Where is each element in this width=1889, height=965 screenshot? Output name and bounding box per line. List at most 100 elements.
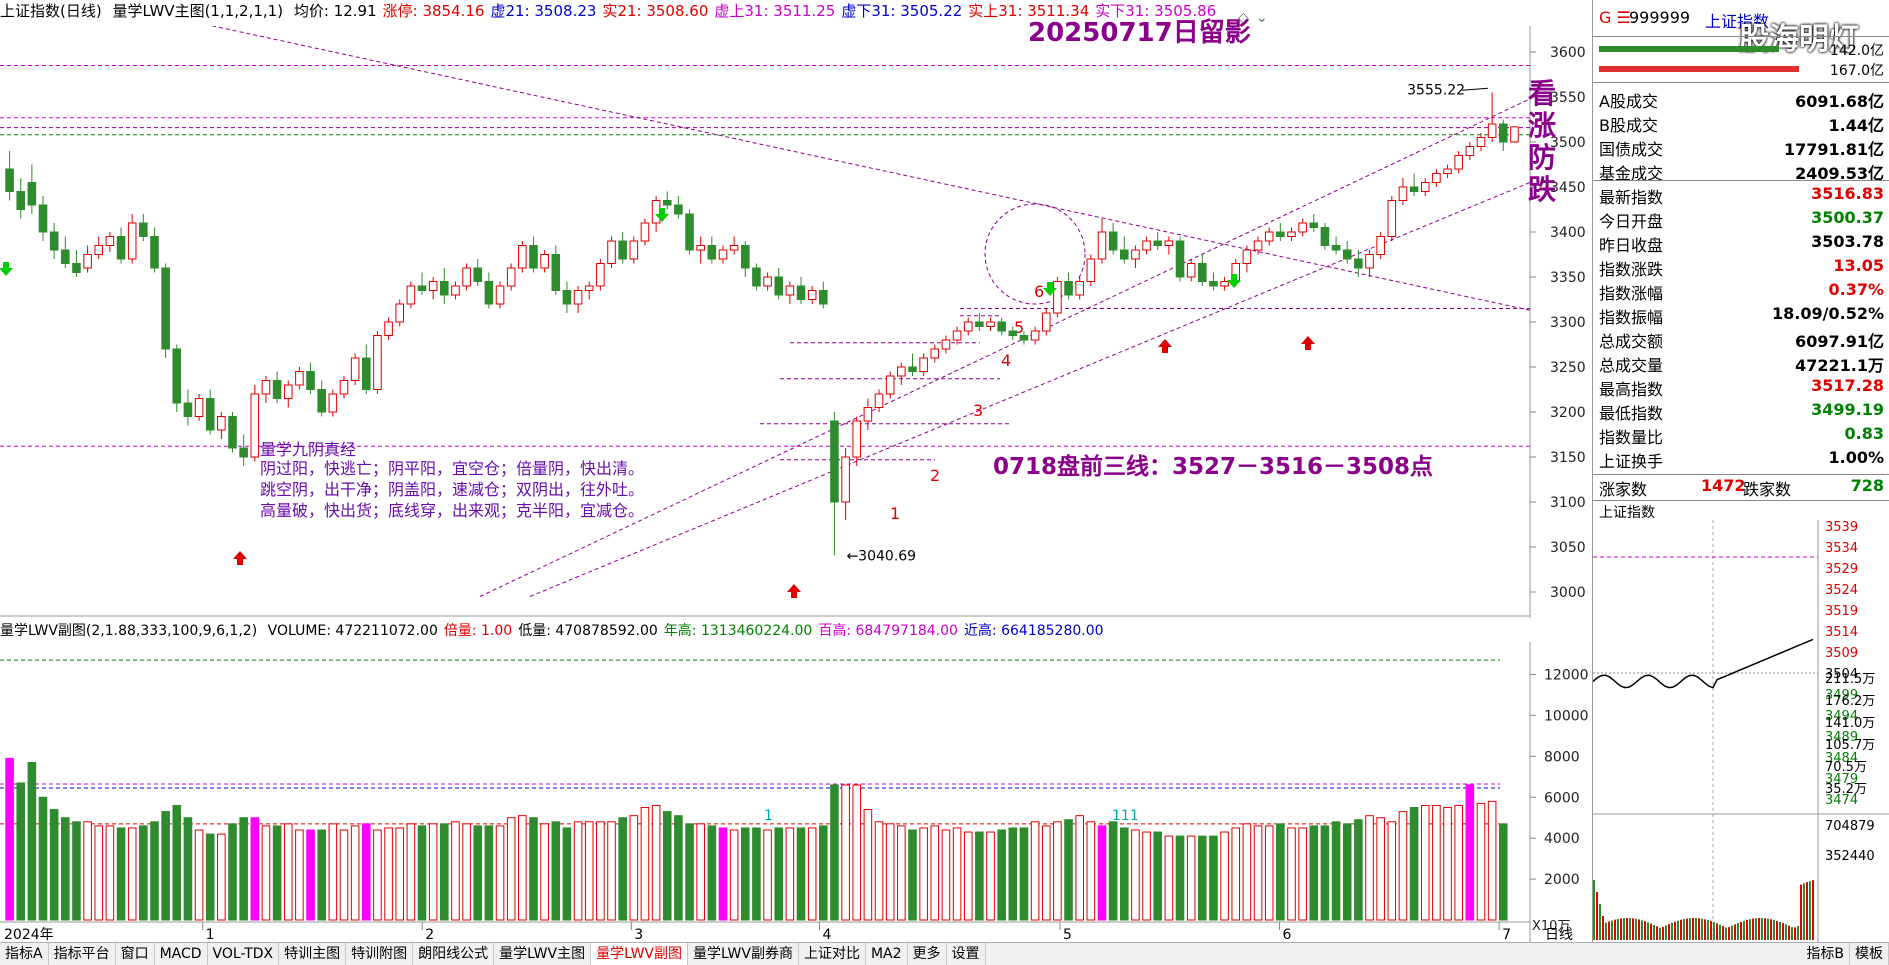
intraday-price-tick: 3529 [1825, 562, 1858, 577]
quote-row: A股成交 6091.68亿 [1593, 86, 1889, 111]
indicator-value: 均价: 12.91 [293, 2, 377, 20]
volume-bar [462, 823, 471, 921]
tab-0[interactable]: 指标A [0, 943, 49, 965]
tab-11[interactable]: 上证对比 [799, 943, 866, 965]
candle [27, 164, 37, 214]
intraday-volume-bar [1698, 918, 1700, 940]
price-tick: 3550 [1550, 90, 1586, 106]
volume-bar [1064, 819, 1073, 921]
volume-bar [1119, 827, 1129, 921]
volume-bar [1198, 835, 1207, 921]
volume-bar [529, 817, 538, 921]
price-tick: 3600 [1550, 45, 1586, 61]
volume-bar [1420, 804, 1430, 921]
quote-row: 最高指数 3517.28 [1593, 374, 1889, 399]
intraday-title[interactable]: 上证指数 [1599, 505, 1655, 521]
stock-name[interactable]: 上证指数 [1705, 12, 1770, 31]
volume-bar [1476, 802, 1486, 921]
quote-row: 国债成交 17791.81亿 [1593, 134, 1889, 159]
month-label: 1 [206, 927, 215, 942]
intraday-volume-bar [1623, 918, 1625, 940]
indicator-value: 实下31: 3505.86 [1095, 2, 1217, 20]
quote-value: 2409.53亿 [1795, 164, 1884, 183]
intraday-volume-bar [1749, 919, 1751, 940]
tab-15[interactable]: 指标B [1801, 943, 1850, 965]
candle [975, 313, 984, 331]
code-prefix[interactable]: G ☰ [1599, 8, 1631, 27]
volume-values: VOLUME: 472211072.00 倍量: 1.00 低量: 47087859… [268, 623, 1110, 639]
tab-16[interactable]: 模板 [1850, 943, 1889, 965]
volume-bar [1432, 804, 1441, 921]
intraday-volume-bar [1647, 922, 1649, 940]
volume-bar [807, 827, 817, 921]
quote-value: 17791.81亿 [1783, 140, 1884, 159]
volume-tick: 10000 [1544, 708, 1589, 724]
quote-row: 最低指数 3499.19 [1593, 398, 1889, 423]
tab-5[interactable]: 特训主图 [279, 943, 347, 965]
tab-8[interactable]: 量学LWV主图 [494, 943, 592, 965]
side-note: 看涨防跌 [1527, 78, 1557, 206]
tab-13[interactable]: 更多 [908, 943, 947, 965]
quote-value: 13.05 [1833, 256, 1884, 275]
candle [629, 236, 639, 264]
chart-title[interactable]: 上证指数(日线) [0, 2, 102, 20]
tab-3[interactable]: MACD [155, 943, 208, 965]
ray-number: 2 [930, 466, 940, 485]
volume-bar [618, 817, 627, 921]
volume-bar [61, 817, 70, 921]
candle [540, 250, 549, 273]
volume-bar [1409, 806, 1419, 921]
volume-bar [1465, 784, 1475, 921]
tab-7[interactable]: 朗阳线公式 [413, 943, 495, 965]
collapse-icon[interactable]: ◇ [1238, 10, 1249, 26]
volume-bar [272, 825, 282, 921]
candle [763, 272, 772, 291]
volume-bar [629, 815, 639, 921]
volume-indicator-name[interactable]: 量学LWV副图(2,1.88,333,100,9,6,1,2) [0, 623, 258, 639]
candle [1510, 126, 1519, 143]
candle [150, 227, 159, 273]
candle [841, 448, 850, 520]
intraday-volume-bar [1728, 927, 1730, 940]
intraday-chart[interactable]: 3539 3534 3529 3524 3519 3514 3509 3504 3499 3494… [1593, 520, 1889, 942]
candlestick-chart[interactable]: 1 2 3 456 3600 3550 3500 3450 3400 3350 3300 3250 3… [0, 26, 1592, 618]
sell-arrow-icon [1043, 282, 1057, 296]
candle [785, 281, 795, 304]
candle [272, 371, 282, 403]
tab-9[interactable]: 量学LWV副图 [591, 943, 689, 965]
candle [1354, 250, 1363, 277]
intraday-volume-bar [1791, 927, 1793, 940]
side-note-char: 防 [1527, 141, 1556, 174]
intraday-volume-bar [1746, 919, 1748, 940]
tab-10[interactable]: 量学LWV副券商 [688, 943, 799, 965]
volume-bar [1242, 823, 1252, 921]
tab-6[interactable]: 特训附图 [346, 943, 414, 965]
tab-12[interactable]: MA2 [866, 943, 908, 965]
candle [1409, 173, 1419, 196]
candle [94, 236, 104, 259]
tab-4[interactable]: VOL-TDX [208, 943, 280, 965]
volume-bar [573, 821, 583, 921]
candle [640, 218, 650, 246]
candle [1186, 259, 1196, 282]
price-tick: 3250 [1550, 360, 1586, 376]
intraday-volume-tick: 211.5万 [1825, 672, 1875, 687]
tab-2[interactable]: 窗口 [116, 943, 155, 965]
indicator-value: 实21: 3508.60 [602, 2, 709, 20]
candle [1108, 223, 1118, 255]
tab-14[interactable]: 设置 [947, 943, 986, 965]
volume-bar [150, 821, 159, 921]
tab-1[interactable]: 指标平台 [49, 943, 116, 965]
stock-code[interactable]: 999999 [1629, 8, 1691, 27]
candle [395, 299, 405, 327]
candle [250, 385, 260, 462]
volume-bar [250, 817, 260, 921]
intraday-volume-bar [1656, 926, 1658, 940]
indicator-name[interactable]: 量学LWV主图(1,1,2,1,1) [112, 2, 284, 20]
expand-icon[interactable]: ⌄ [1256, 10, 1268, 26]
period-label[interactable]: 日线 [1545, 927, 1573, 942]
intraday-volume-bar [1725, 927, 1727, 940]
quote-row: 指数涨幅 0.37% [1593, 278, 1889, 303]
intraday-volume-bar [1689, 918, 1691, 940]
